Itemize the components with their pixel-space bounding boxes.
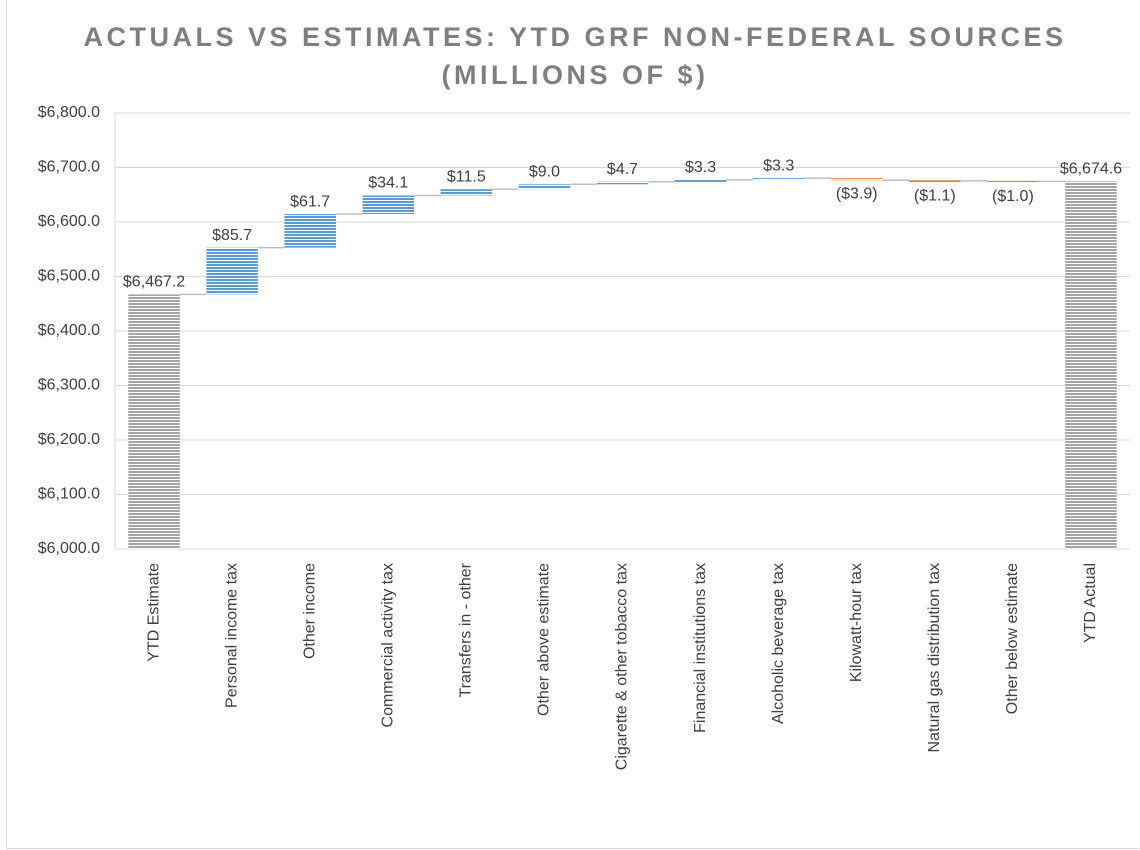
data-label: $3.3 xyxy=(685,159,716,176)
x-tick-label: Kilowatt-hour tax xyxy=(848,563,865,682)
x-tick-label: Personal income tax xyxy=(223,563,240,708)
y-tick-label: $6,300.0 xyxy=(38,377,100,394)
data-label: $4.7 xyxy=(607,161,638,178)
data-label: $6,467.2 xyxy=(123,274,185,291)
x-tick-label: Financial institutions tax xyxy=(692,563,709,733)
chart-title: ACTUALS VS ESTIMATES: YTD GRF NON-FEDERA… xyxy=(83,22,1067,90)
y-tick-label: $6,500.0 xyxy=(38,268,100,285)
data-label: $11.5 xyxy=(447,168,486,185)
y-tick-label: $6,200.0 xyxy=(38,431,100,448)
y-tick-label: $6,400.0 xyxy=(38,322,100,339)
data-label: $85.7 xyxy=(212,227,252,244)
x-tick-label: Alcoholic beverage tax xyxy=(770,563,787,724)
bar xyxy=(440,189,493,196)
bar xyxy=(830,178,883,181)
y-tick-label: $6,800.0 xyxy=(38,104,100,121)
data-label: ($1.0) xyxy=(992,188,1034,205)
bar xyxy=(362,195,415,215)
data-label: $6,674.6 xyxy=(1060,161,1122,178)
bar xyxy=(206,247,258,295)
data-label: ($1.1) xyxy=(914,187,956,204)
bar xyxy=(987,180,1039,183)
chart-frame xyxy=(6,0,1139,849)
data-label: $3.3 xyxy=(763,157,794,174)
x-tick-label: YTD Actual xyxy=(1082,563,1099,643)
bar xyxy=(752,178,805,181)
total-bar xyxy=(1065,181,1117,549)
x-tick-label: Transfers in - other xyxy=(458,562,475,697)
data-label: $9.0 xyxy=(529,164,560,181)
x-tick-label: Cigarette & other tobacco tax xyxy=(614,563,631,770)
x-tick-label: Other above estimate xyxy=(536,563,553,716)
bar xyxy=(284,214,336,248)
data-label: $34.1 xyxy=(368,175,408,192)
bar xyxy=(909,180,961,183)
y-tick-label: $6,000.0 xyxy=(38,540,100,557)
y-tick-label: $6,600.0 xyxy=(38,213,100,230)
data-label: ($3.9) xyxy=(836,185,878,202)
x-tick-label: Commercial activity tax xyxy=(379,563,396,727)
bar xyxy=(518,184,571,190)
total-bar xyxy=(128,294,180,549)
y-tick-label: $6,700.0 xyxy=(38,159,100,176)
bar xyxy=(596,181,649,185)
data-label: $61.7 xyxy=(290,193,330,210)
x-tick-label: Natural gas distribution tax xyxy=(926,563,943,752)
x-tick-label: Other income xyxy=(301,563,318,659)
x-tick-label: YTD Estimate xyxy=(145,563,162,662)
y-tick-label: $6,100.0 xyxy=(38,486,100,503)
bar xyxy=(674,179,727,182)
x-tick-label: Other below estimate xyxy=(1004,563,1021,714)
